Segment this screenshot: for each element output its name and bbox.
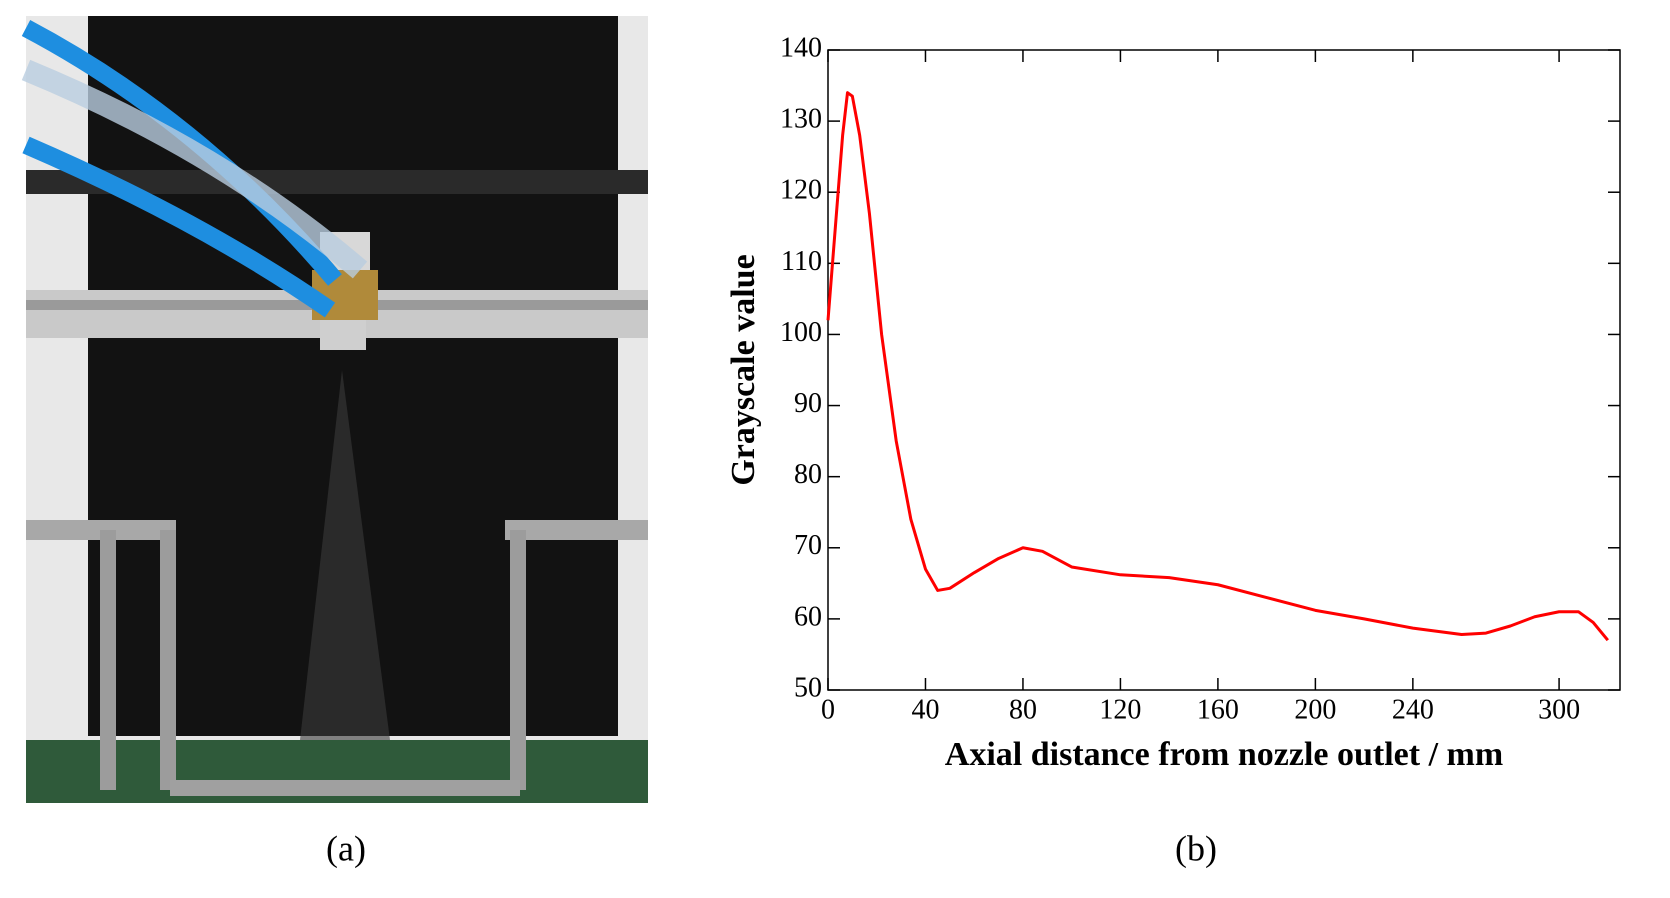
y-tick-label: 140	[780, 32, 822, 63]
x-tick-label: 240	[1392, 694, 1434, 725]
x-tick-label: 120	[1099, 694, 1141, 725]
x-tick-label: 0	[821, 694, 835, 725]
y-tick-label: 70	[794, 530, 822, 561]
x-tick-label: 300	[1538, 694, 1580, 725]
y-tick-label: 100	[780, 317, 822, 348]
y-tick-label: 60	[794, 601, 822, 632]
y-tick-label: 90	[794, 388, 822, 419]
x-tick-label: 40	[911, 694, 939, 725]
photo	[21, 16, 648, 803]
panel-label: (b)	[1175, 828, 1217, 868]
plot-frame	[827, 49, 1621, 691]
panel-label: (a)	[326, 828, 366, 868]
y-tick-label: 80	[794, 459, 822, 490]
y-tick-label: 130	[780, 104, 822, 135]
y-axis-label: Grayscale value	[725, 254, 762, 485]
x-tick-label: 80	[1009, 694, 1037, 725]
y-tick-label: 50	[794, 672, 822, 703]
data-line	[826, 91, 1609, 642]
y-tick-label: 110	[781, 246, 822, 277]
y-tick-label: 120	[780, 175, 822, 206]
x-tick-label: 200	[1294, 694, 1336, 725]
x-axis-label: Axial distance from nozzle outlet / mm	[945, 736, 1503, 773]
x-tick-label: 160	[1197, 694, 1239, 725]
